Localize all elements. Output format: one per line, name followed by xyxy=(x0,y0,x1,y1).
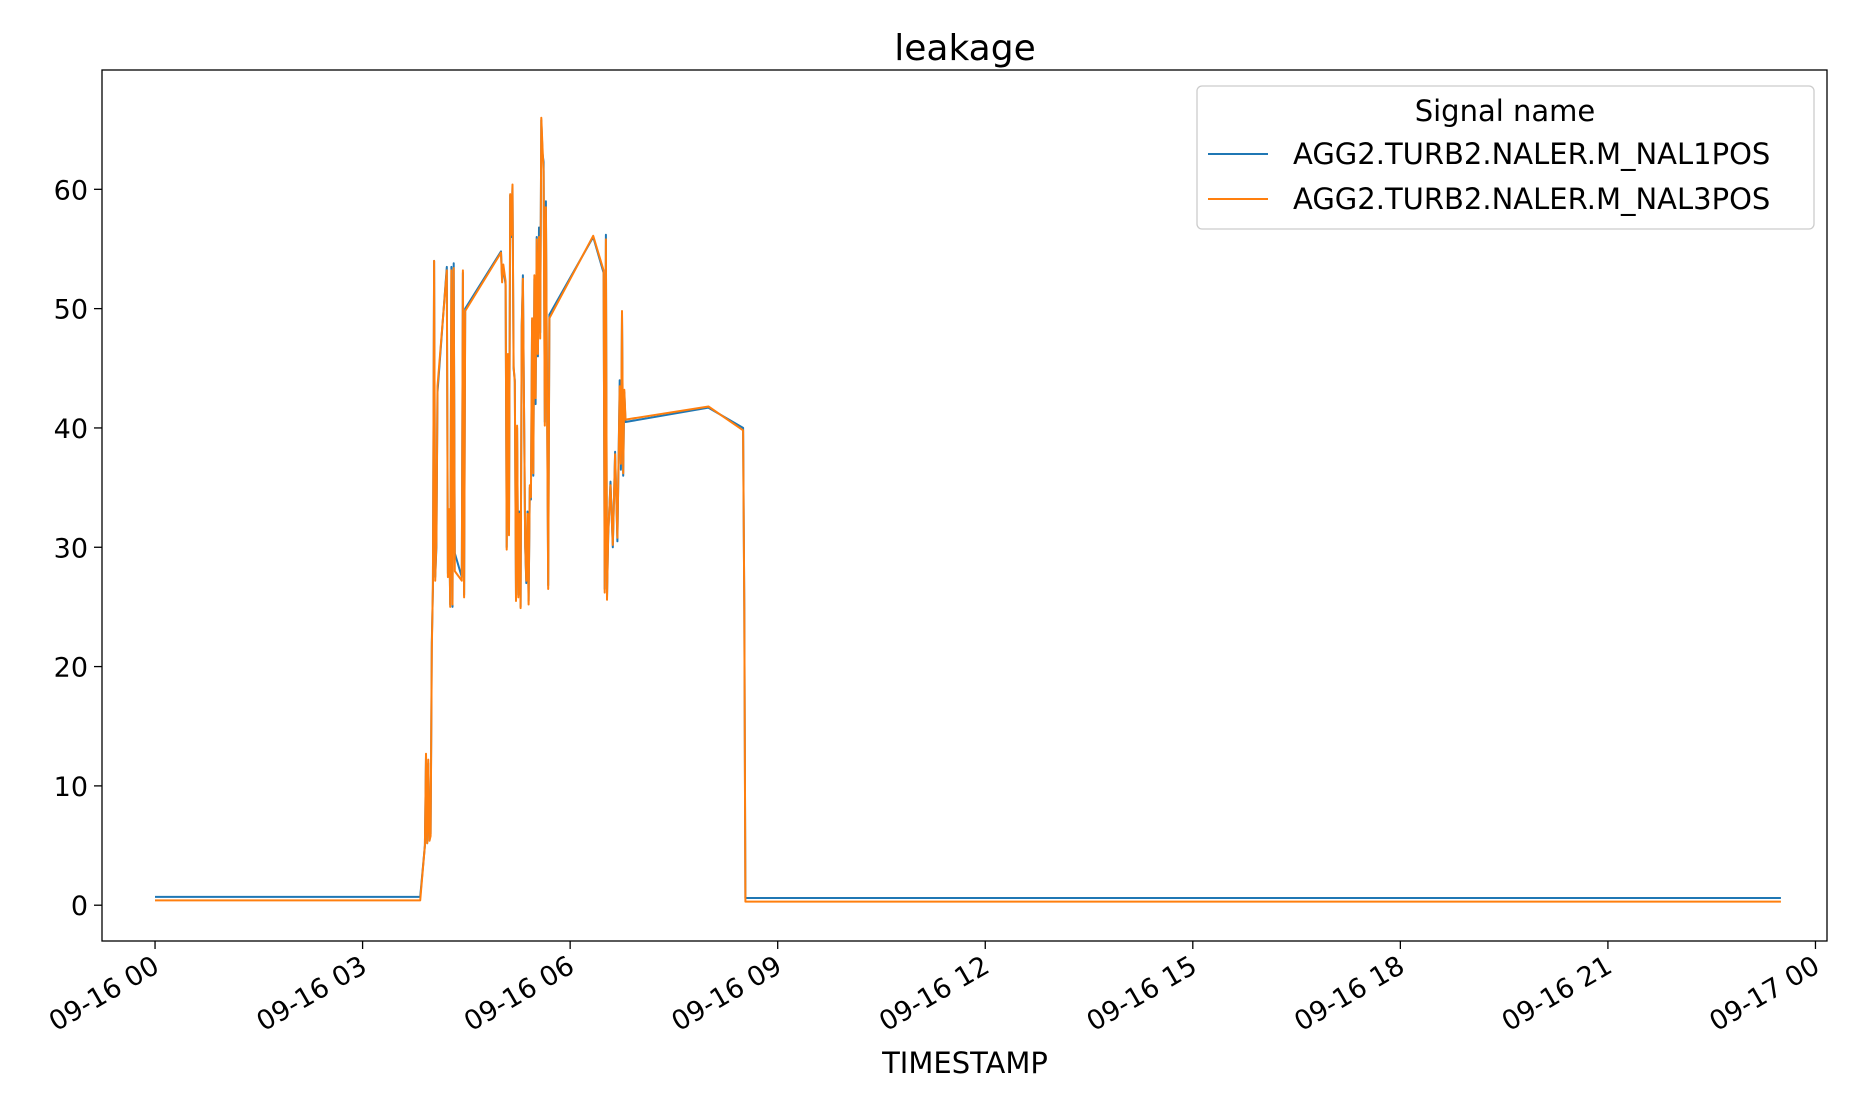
x-axis-label: TIMESTAMP xyxy=(881,1046,1048,1080)
legend: Signal name AGG2.TURB2.NALER.M_NAL1POS A… xyxy=(1196,85,1815,230)
series-line-1 xyxy=(155,116,1781,903)
y-tick-label-2: 20 xyxy=(54,653,88,684)
plot-frame xyxy=(101,69,1828,942)
legend-label-nal1pos: AGG2.TURB2.NALER.M_NAL1POS xyxy=(1293,137,1770,171)
y-tick-label-1: 10 xyxy=(54,772,88,803)
y-tick-label-4: 40 xyxy=(54,414,88,445)
y-tick-label-3: 30 xyxy=(54,533,88,564)
y-axis: 0 10 20 30 40 50 60 xyxy=(54,175,102,922)
series-layer xyxy=(155,116,1781,903)
y-tick-label-0: 0 xyxy=(71,891,88,922)
legend-label-nal3pos: AGG2.TURB2.NALER.M_NAL3POS xyxy=(1293,182,1770,216)
legend-box xyxy=(1196,85,1815,230)
y-tick-label-5: 50 xyxy=(54,295,88,326)
legend-title: Signal name xyxy=(1415,94,1596,128)
chart-title: leakage xyxy=(894,28,1036,69)
y-tick-label-6: 60 xyxy=(54,175,88,206)
